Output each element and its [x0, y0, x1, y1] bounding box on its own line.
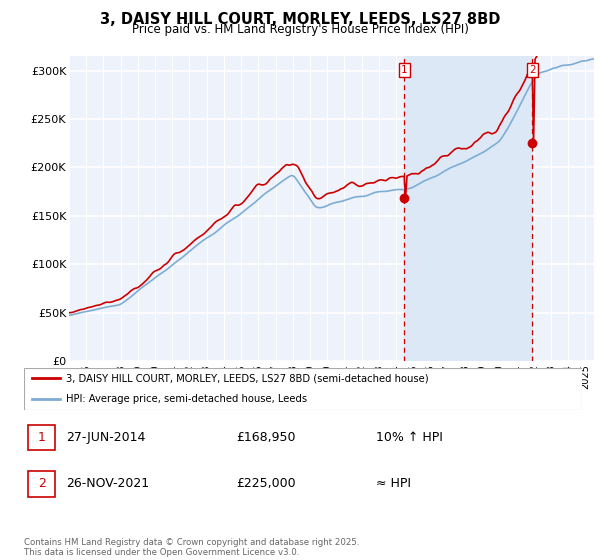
Text: HPI: Average price, semi-detached house, Leeds: HPI: Average price, semi-detached house,… [66, 394, 307, 404]
Bar [404, 56, 532, 361]
Text: ≈ HPI: ≈ HPI [376, 477, 410, 490]
FancyBboxPatch shape [28, 424, 55, 450]
FancyBboxPatch shape [28, 471, 55, 497]
Text: Price paid vs. HM Land Registry's House Price Index (HPI): Price paid vs. HM Land Registry's House … [131, 23, 469, 36]
Text: 2: 2 [529, 65, 536, 75]
Text: £168,950: £168,950 [236, 431, 296, 444]
FancyBboxPatch shape [24, 368, 582, 410]
Text: 3, DAISY HILL COURT, MORLEY, LEEDS, LS27 8BD: 3, DAISY HILL COURT, MORLEY, LEEDS, LS27… [100, 12, 500, 27]
Text: £225,000: £225,000 [236, 477, 296, 490]
Text: 27-JUN-2014: 27-JUN-2014 [66, 431, 145, 444]
Text: Contains HM Land Registry data © Crown copyright and database right 2025.
This d: Contains HM Land Registry data © Crown c… [24, 538, 359, 557]
Text: 1: 1 [401, 65, 408, 75]
Text: 2: 2 [38, 477, 46, 490]
Text: 26-NOV-2021: 26-NOV-2021 [66, 477, 149, 490]
Text: 10% ↑ HPI: 10% ↑ HPI [376, 431, 442, 444]
Text: 3, DAISY HILL COURT, MORLEY, LEEDS, LS27 8BD (semi-detached house): 3, DAISY HILL COURT, MORLEY, LEEDS, LS27… [66, 374, 428, 384]
Text: 1: 1 [38, 431, 46, 444]
